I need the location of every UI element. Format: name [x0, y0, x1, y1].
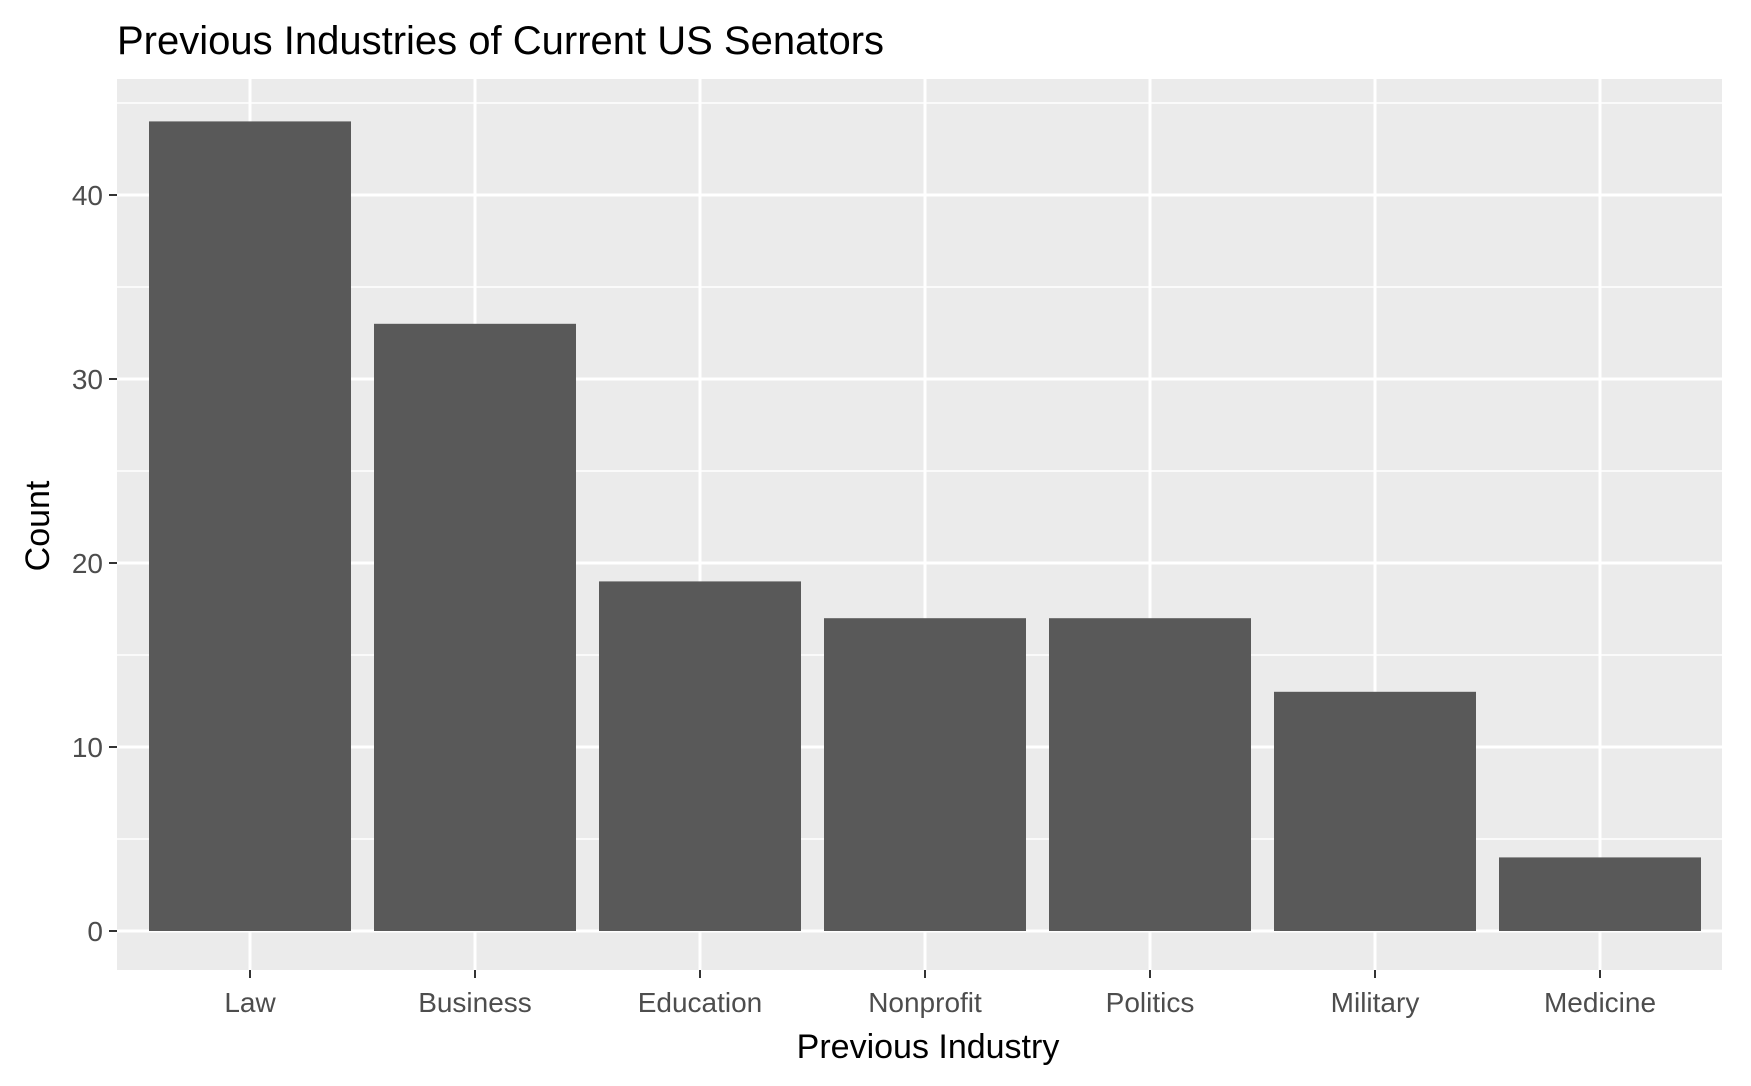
y-tick-label: 20 — [72, 548, 103, 579]
bar-politics — [1049, 618, 1251, 931]
bar-business — [374, 324, 576, 931]
x-tick-label: Medicine — [1544, 987, 1656, 1018]
y-tick-label: 40 — [72, 180, 103, 211]
x-tick-label: Law — [224, 987, 276, 1018]
y-tick-label: 0 — [87, 916, 103, 947]
bar-law — [149, 121, 351, 931]
x-tick-label: Education — [638, 987, 763, 1018]
bar-military — [1274, 692, 1476, 931]
y-tick-label: 30 — [72, 364, 103, 395]
bar-education — [599, 581, 801, 931]
y-axis-title: Count — [19, 480, 57, 571]
bar-nonprofit — [824, 618, 1026, 931]
x-axis-title: Previous Industry — [797, 1028, 1060, 1066]
x-tick-label: Nonprofit — [868, 987, 982, 1018]
y-tick-label: 10 — [72, 732, 103, 763]
x-tick-label: Politics — [1106, 987, 1195, 1018]
x-tick-label: Military — [1331, 987, 1420, 1018]
x-tick-label: Business — [418, 987, 532, 1018]
bar-medicine — [1499, 857, 1701, 931]
chart-title: Previous Industries of Current US Senato… — [117, 19, 884, 63]
